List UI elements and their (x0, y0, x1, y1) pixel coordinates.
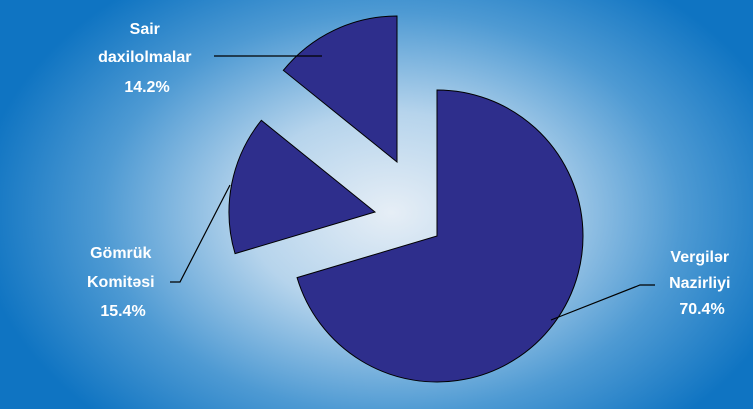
leader-line-vergiler-nazirliyi (550, 284, 655, 321)
slice-name-line-2: Nazirliyi (669, 275, 730, 292)
slice-name-line-1: Gömrük (90, 245, 151, 262)
pie-slice-vergiler-nazirliyi (296, 89, 584, 383)
slice-label-sair-daxilolmalar: Sair daxilolmalar 14.2% (98, 21, 196, 96)
slice-name-line-2: Komitəsi (87, 274, 155, 291)
leader-line-gomruk-komitesi (170, 184, 231, 283)
slice-label-vergiler-nazirliyi: Vergilər Nazirliyi 70.4% (669, 249, 735, 318)
slice-name-line-1: Sair (130, 21, 160, 38)
slice-value-label: 15.4% (100, 303, 145, 320)
slice-value-label: 70.4% (679, 301, 724, 318)
slice-label-gomruk-komitesi: Gömrük Komitəsi 15.4% (87, 245, 159, 320)
pie-slice-sair-daxilolmalar (282, 15, 398, 164)
slice-name-line-1: Vergilər (670, 249, 729, 266)
pie-slice-gomruk-komitesi (228, 119, 377, 255)
slice-value-label: 14.2% (124, 79, 169, 96)
slice-name-line-2: daxilolmalar (98, 49, 191, 66)
